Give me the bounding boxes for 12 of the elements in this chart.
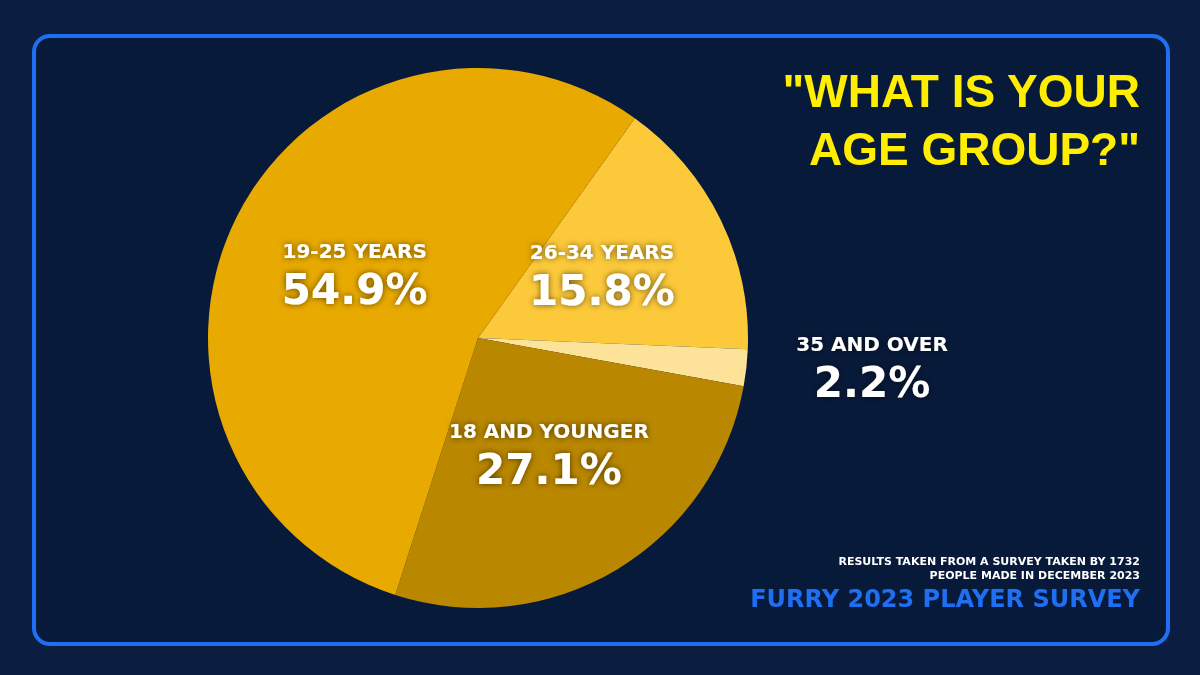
text: PEOPLE MADE IN DECEMBER 2023 [928, 569, 1140, 583]
data-label: 2.2% [813, 357, 931, 407]
slice-label: 19-25 YEARS [282, 239, 427, 264]
text: FURRY 2023 PLAYER SURVEY [750, 584, 1140, 615]
slice-label: 26-34 YEARS [529, 240, 675, 265]
slice-label: 35 AND OVER [796, 332, 948, 357]
text: "WHAT IS YOUR AGE GROUP?" [781, 64, 1140, 177]
data-label: 54.9% [281, 264, 428, 314]
text: RESULTS TAKEN FROM A SURVEY TAKEN BY 1732 [837, 555, 1140, 569]
data-label: 27.1% [476, 444, 622, 494]
slice-label: 18 AND YOUNGER [449, 419, 649, 444]
data-label: 15.8% [529, 265, 675, 315]
